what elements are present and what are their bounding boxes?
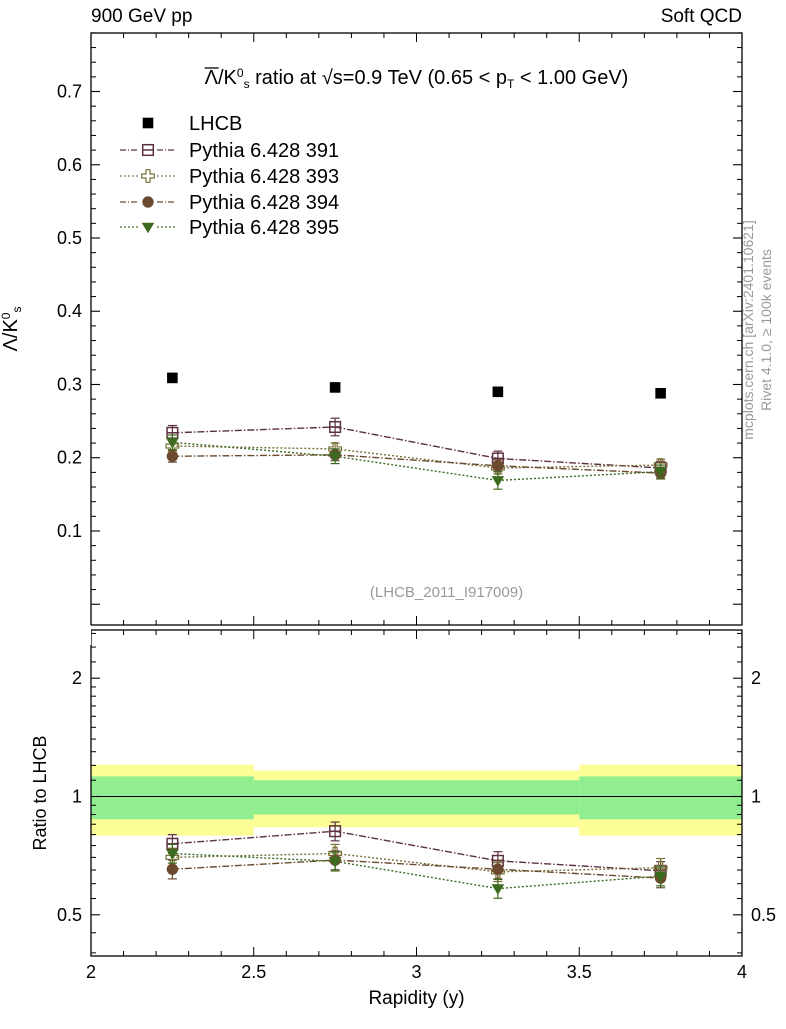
svg-text:0.5: 0.5 bbox=[57, 905, 82, 925]
svg-text:0.5: 0.5 bbox=[751, 905, 776, 925]
svg-text:3.5: 3.5 bbox=[567, 962, 592, 982]
svg-text:1: 1 bbox=[751, 787, 761, 807]
svg-text:Ratio to LHCB: Ratio to LHCB bbox=[30, 735, 50, 850]
svg-text:(LHCB_2011_I917009): (LHCB_2011_I917009) bbox=[370, 584, 523, 601]
svg-text:Soft QCD: Soft QCD bbox=[661, 6, 742, 27]
svg-text:2: 2 bbox=[751, 668, 761, 688]
svg-text:2.5: 2.5 bbox=[241, 962, 266, 982]
svg-text:0.4: 0.4 bbox=[57, 301, 82, 321]
svg-text:Pythia 6.428 395: Pythia 6.428 395 bbox=[189, 217, 339, 239]
svg-text:0.6: 0.6 bbox=[57, 155, 82, 175]
svg-text:Λ/K0s ratio at √s=0.9 TeV (0.6: Λ/K0s ratio at √s=0.9 TeV (0.65 < pT < 1… bbox=[205, 66, 629, 91]
svg-text:Pythia 6.428 393: Pythia 6.428 393 bbox=[189, 166, 339, 188]
svg-text:0.5: 0.5 bbox=[57, 228, 82, 248]
svg-text:2: 2 bbox=[72, 668, 82, 688]
svg-text:Rapidity (y): Rapidity (y) bbox=[368, 988, 464, 1009]
svg-text:900 GeV pp: 900 GeV pp bbox=[91, 6, 192, 27]
svg-text:2: 2 bbox=[86, 962, 96, 982]
svg-text:mcplots.cern.ch [arXiv:2401.10: mcplots.cern.ch [arXiv:2401.10621] bbox=[740, 220, 756, 439]
svg-text:Pythia 6.428 394: Pythia 6.428 394 bbox=[189, 192, 339, 214]
svg-text:Λ/K0s: Λ/K0s bbox=[0, 307, 24, 352]
svg-text:0.2: 0.2 bbox=[57, 448, 82, 468]
svg-text:1: 1 bbox=[72, 787, 82, 807]
svg-text:3: 3 bbox=[411, 962, 421, 982]
svg-text:0.3: 0.3 bbox=[57, 374, 82, 394]
svg-text:LHCB: LHCB bbox=[189, 113, 242, 135]
svg-text:0.1: 0.1 bbox=[57, 521, 82, 541]
svg-text:4: 4 bbox=[737, 962, 747, 982]
svg-text:0.7: 0.7 bbox=[57, 82, 82, 102]
svg-text:Pythia 6.428 391: Pythia 6.428 391 bbox=[189, 140, 339, 162]
svg-text:Rivet 4.1.0, ≥ 100k events: Rivet 4.1.0, ≥ 100k events bbox=[758, 249, 774, 411]
